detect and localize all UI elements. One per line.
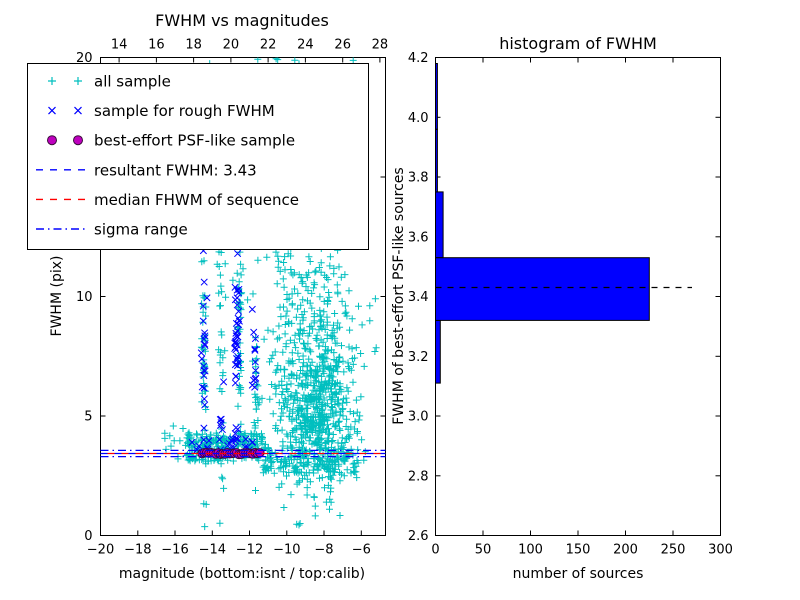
svg-text:−8: −8: [314, 543, 333, 558]
svg-text:−10: −10: [273, 543, 300, 558]
svg-text:resultant FWHM: 3.43: resultant FWHM: 3.43: [94, 161, 257, 179]
svg-text:3.0: 3.0: [408, 410, 429, 425]
svg-text:3.6: 3.6: [408, 230, 429, 245]
svg-text:250: 250: [661, 543, 686, 558]
svg-text:10: 10: [76, 290, 93, 305]
svg-text:2.8: 2.8: [408, 469, 429, 484]
svg-text:20: 20: [76, 51, 93, 66]
histogram-data: [435, 63, 692, 384]
svg-text:200: 200: [613, 543, 638, 558]
svg-text:−16: −16: [161, 543, 188, 558]
svg-text:5: 5: [84, 410, 92, 425]
scatter-axes: −20 −18 −16 −14 −12 −10 −8 −6 14 16 18 20 22 24 26 28 0 5…: [76, 38, 388, 558]
svg-text:all sample: all sample: [94, 73, 171, 91]
svg-text:100: 100: [518, 543, 543, 558]
svg-text:0: 0: [431, 543, 439, 558]
svg-text:−14: −14: [199, 543, 226, 558]
histogram-ylabel: FWHM of best-effort PSF-like sources: [391, 167, 407, 425]
hist-bar: [435, 319, 441, 384]
scatter-ylabel: FWHM (pix): [49, 255, 65, 337]
svg-text:sigma range: sigma range: [94, 221, 188, 239]
svg-text:4.2: 4.2: [408, 51, 429, 66]
svg-text:0: 0: [84, 529, 92, 544]
svg-text:median FHWM of sequence: median FHWM of sequence: [94, 191, 299, 209]
scatter-xlabel: magnitude (bottom:isnt / top:calib): [118, 566, 366, 582]
legend: all sample sample for rough FWHM best-effo…: [27, 63, 369, 250]
hist-bar: [435, 128, 438, 193]
svg-text:50: 50: [475, 543, 492, 558]
svg-text:18: 18: [185, 38, 202, 53]
hist-bar: [435, 63, 438, 130]
svg-text:22: 22: [260, 38, 277, 53]
svg-text:−18: −18: [124, 543, 151, 558]
svg-text:28: 28: [372, 38, 389, 53]
svg-text:300: 300: [708, 543, 733, 558]
svg-text:−12: −12: [236, 543, 263, 558]
histogram-title: histogram of FWHM: [499, 34, 657, 53]
svg-text:−20: −20: [87, 543, 114, 558]
svg-text:26: 26: [334, 38, 351, 53]
svg-text:3.2: 3.2: [408, 350, 429, 365]
svg-text:24: 24: [297, 38, 314, 53]
hist-bar: [435, 257, 650, 321]
svg-text:4.0: 4.0: [408, 111, 429, 126]
svg-text:3.8: 3.8: [408, 171, 429, 186]
hist-bar: [435, 191, 444, 259]
scatter-data: [100, 57, 386, 531]
svg-text:sample for rough FWHM: sample for rough FWHM: [94, 102, 275, 120]
svg-text:150: 150: [566, 543, 591, 558]
svg-text:20: 20: [223, 38, 240, 53]
svg-text:−6: −6: [352, 543, 371, 558]
svg-text:16: 16: [148, 38, 165, 53]
histogram-xlabel: number of sources: [512, 566, 644, 582]
svg-text:best-effort PSF-like sample: best-effort PSF-like sample: [94, 132, 295, 150]
svg-text:3.4: 3.4: [408, 290, 429, 305]
scatter-title: FWHM vs magnitudes: [155, 11, 329, 30]
svg-text:14: 14: [111, 38, 128, 53]
svg-text:2.6: 2.6: [408, 529, 429, 544]
